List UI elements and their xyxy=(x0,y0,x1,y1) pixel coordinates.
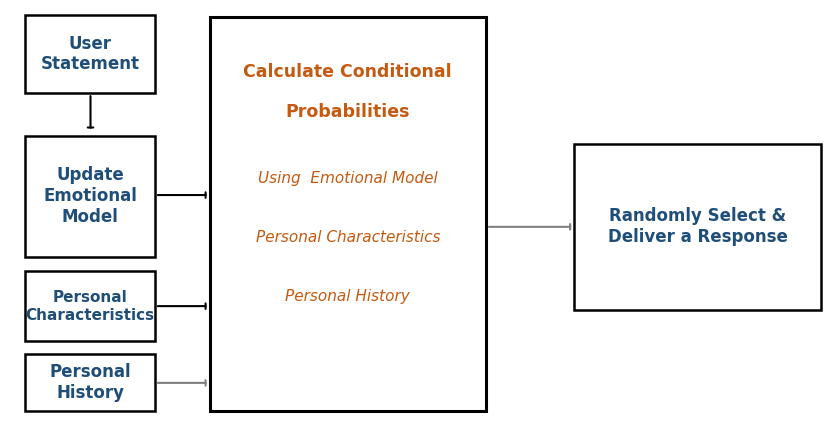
FancyBboxPatch shape xyxy=(25,271,155,341)
Text: User
Statement: User Statement xyxy=(40,35,140,73)
Text: Personal
Characteristics: Personal Characteristics xyxy=(25,290,155,323)
Text: Randomly Select &
Deliver a Response: Randomly Select & Deliver a Response xyxy=(608,207,788,246)
FancyBboxPatch shape xyxy=(25,15,155,93)
FancyBboxPatch shape xyxy=(25,354,155,411)
FancyBboxPatch shape xyxy=(25,136,155,257)
FancyBboxPatch shape xyxy=(574,144,821,310)
Text: Calculate Conditional: Calculate Conditional xyxy=(244,63,452,81)
FancyBboxPatch shape xyxy=(210,17,486,411)
Text: Personal History: Personal History xyxy=(286,289,410,304)
Text: Using  Emotional Model: Using Emotional Model xyxy=(258,170,437,186)
Text: Update
Emotional
Model: Update Emotional Model xyxy=(43,166,137,226)
Text: Personal Characteristics: Personal Characteristics xyxy=(256,230,440,245)
Text: Personal
History: Personal History xyxy=(49,363,131,402)
Text: Probabilities: Probabilities xyxy=(286,103,410,121)
